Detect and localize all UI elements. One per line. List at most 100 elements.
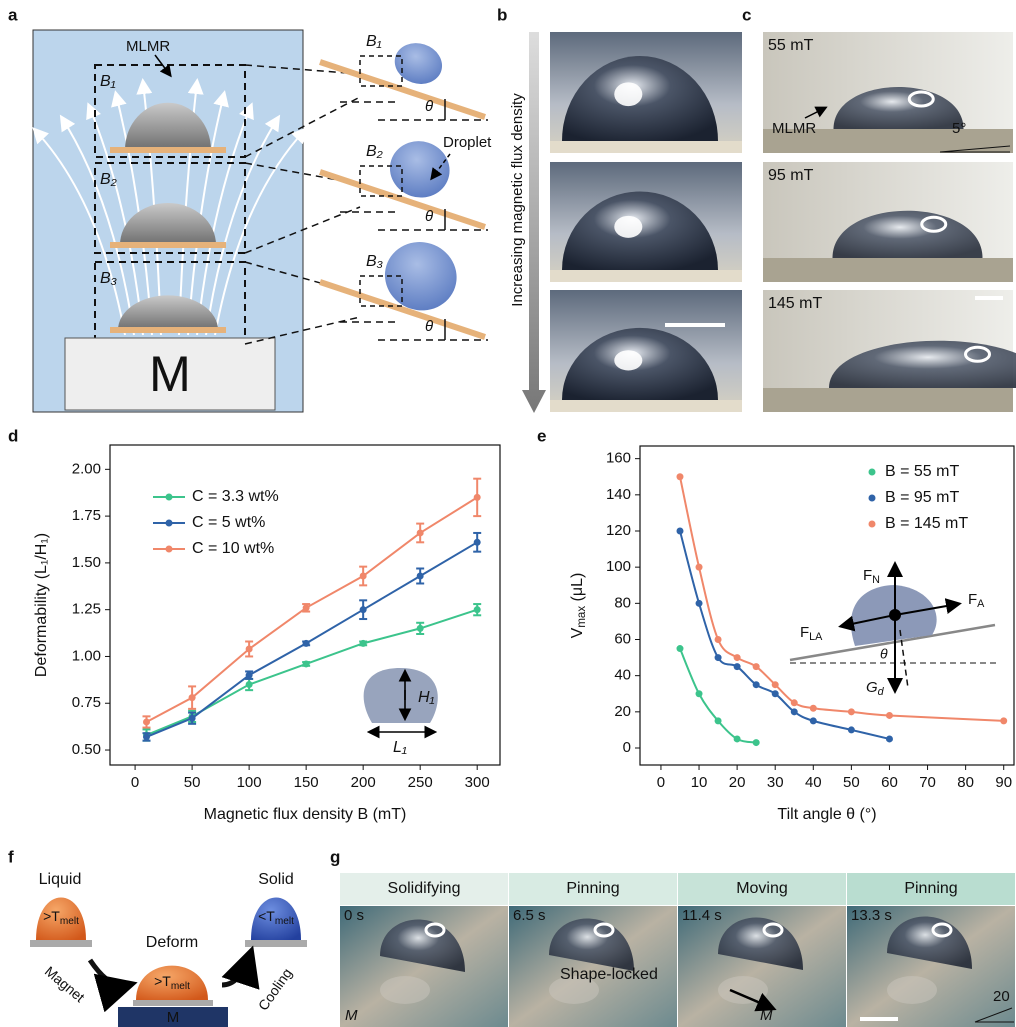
data-point: [848, 708, 855, 715]
x-tick-label: 30: [767, 774, 784, 791]
substrate-photo: [763, 388, 1013, 412]
panel-label: f: [8, 847, 14, 866]
figure: aB₁B₂B₃MLMRMB₁θB₂θB₃θDropletbIncreasing …: [0, 0, 1016, 1027]
data-point: [791, 708, 798, 715]
y-tick-label: 0.50: [72, 741, 101, 758]
mlmr-label: MLMR: [772, 120, 816, 137]
temperature-label-sub: melt: [60, 916, 79, 927]
data-point: [753, 663, 760, 670]
field-value: 55 mT: [768, 37, 814, 54]
data-point: [715, 636, 722, 643]
data-point: [474, 539, 481, 546]
inset-label: H₁: [418, 689, 435, 706]
field-label: B₃: [366, 253, 383, 270]
state-label: Solid: [258, 871, 294, 888]
substrate: [133, 1000, 213, 1006]
field-label: B₁: [366, 33, 382, 50]
data-point: [753, 739, 760, 746]
time-label: 13.3 s: [851, 907, 892, 924]
substrate: [245, 940, 307, 947]
substrate: [110, 327, 226, 333]
data-point: [360, 606, 367, 613]
data-point: [143, 733, 150, 740]
angle-label: θ: [425, 98, 433, 115]
force-label: FA: [968, 591, 985, 610]
data-point: [1000, 717, 1007, 724]
angle-label: θ: [425, 208, 433, 225]
y-tick-label: 80: [614, 594, 631, 611]
substrate: [30, 940, 92, 947]
arrow-label: Cooling: [255, 965, 295, 1013]
x-tick-label: 200: [351, 774, 376, 791]
legend-swatch: [166, 546, 173, 553]
x-tick-label: 250: [408, 774, 433, 791]
x-tick-label: 150: [294, 774, 319, 791]
data-point: [676, 645, 683, 652]
x-tick-label: 300: [465, 774, 490, 791]
magnet-label: M: [149, 346, 191, 402]
state-label: Liquid: [39, 871, 82, 888]
angle-label: θ: [425, 318, 433, 335]
y-tick-label: 120: [606, 522, 631, 539]
field-value: 145 mT: [768, 295, 822, 312]
field-label: B₂: [100, 171, 117, 188]
data-point: [810, 705, 817, 712]
temperature-label-base: >T: [154, 973, 171, 989]
substrate-photo: [550, 400, 742, 412]
panel-label: e: [537, 426, 546, 445]
data-point: [734, 663, 741, 670]
time-label: 0 s: [344, 907, 364, 924]
mirror-image: [718, 976, 768, 1004]
legend-swatch: [869, 495, 876, 502]
magnet-label: M: [760, 1007, 773, 1024]
legend-label: B = 95 mT: [885, 489, 959, 506]
panel-label: a: [8, 5, 18, 24]
inset-label: θ: [880, 646, 888, 662]
y-tick-label: 0.75: [72, 694, 101, 711]
data-point: [303, 604, 310, 611]
data-point: [753, 681, 760, 688]
process-arrow: [90, 960, 128, 986]
temperature-label-sub: melt: [171, 981, 190, 992]
data-point: [474, 494, 481, 501]
droplet-label: Droplet: [443, 134, 492, 151]
data-point: [696, 600, 703, 607]
time-label: 6.5 s: [513, 907, 546, 924]
flux-arrow-label: Increasing magnetic flux density: [509, 93, 526, 307]
reflection: [614, 216, 642, 238]
force-label-base: F: [800, 624, 809, 641]
substrate: [110, 242, 226, 248]
magnet-label: M: [345, 1007, 358, 1024]
data-point: [696, 690, 703, 697]
data-point: [303, 660, 310, 667]
substrate-photo: [763, 258, 1013, 282]
legend-swatch: [166, 520, 173, 527]
legend-swatch: [869, 521, 876, 528]
y-tick-label: 1.25: [72, 601, 101, 618]
y-tick-label: 60: [614, 630, 631, 647]
mirror-image: [380, 976, 430, 1004]
stage-label: Moving: [736, 880, 788, 897]
data-point: [886, 712, 893, 719]
x-tick-label: 0: [657, 774, 665, 791]
y-axis-label-rest: (μL): [569, 573, 586, 606]
x-tick-label: 10: [691, 774, 708, 791]
y-tick-label: 100: [606, 558, 631, 575]
angle-label: 5°: [952, 120, 966, 137]
force-label-base: G: [866, 679, 878, 696]
substrate-photo: [550, 270, 742, 282]
data-point: [715, 654, 722, 661]
data-point: [143, 718, 150, 725]
data-point: [303, 640, 310, 647]
y-axis-label: Vmax (μL): [569, 573, 588, 639]
data-point: [360, 572, 367, 579]
time-label: 11.4 s: [682, 907, 722, 924]
process-arrow: [222, 955, 250, 985]
force-label-sub: d: [878, 686, 885, 698]
data-point: [791, 699, 798, 706]
y-axis-label-sub: max: [576, 606, 588, 628]
force-label-sub: N: [872, 574, 880, 586]
force-label-base: F: [968, 591, 977, 608]
annotation: Shape-locked: [560, 966, 658, 983]
field-label: B₃: [100, 270, 117, 287]
